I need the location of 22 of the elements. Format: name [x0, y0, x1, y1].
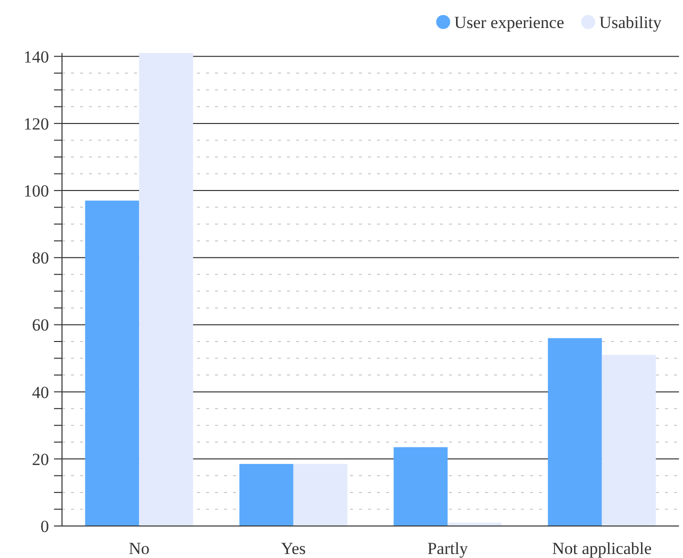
bar [394, 447, 448, 526]
legend-label: User experience [454, 13, 564, 32]
x-tick-label: Partly [427, 539, 468, 558]
y-tick-label: 20 [32, 450, 49, 469]
bar [293, 464, 348, 526]
bar [85, 200, 140, 526]
bar [548, 338, 602, 526]
bar [602, 354, 656, 526]
bar [139, 53, 194, 526]
x-tick-label: Yes [281, 539, 306, 558]
y-tick-label: 60 [32, 316, 49, 335]
x-tick-label: Not applicable [552, 539, 652, 558]
bar [239, 464, 294, 526]
y-tick-label: 120 [24, 114, 49, 134]
bar [448, 522, 502, 526]
legend-label: Usability [599, 13, 662, 32]
y-tick-label: 100 [24, 181, 49, 200]
y-tick-label: 40 [32, 382, 49, 402]
y-tick-label: 0 [40, 516, 49, 536]
x-tick-label: No [128, 539, 150, 558]
y-tick-label: 80 [32, 248, 49, 268]
y-tick-label: 140 [24, 47, 49, 66]
